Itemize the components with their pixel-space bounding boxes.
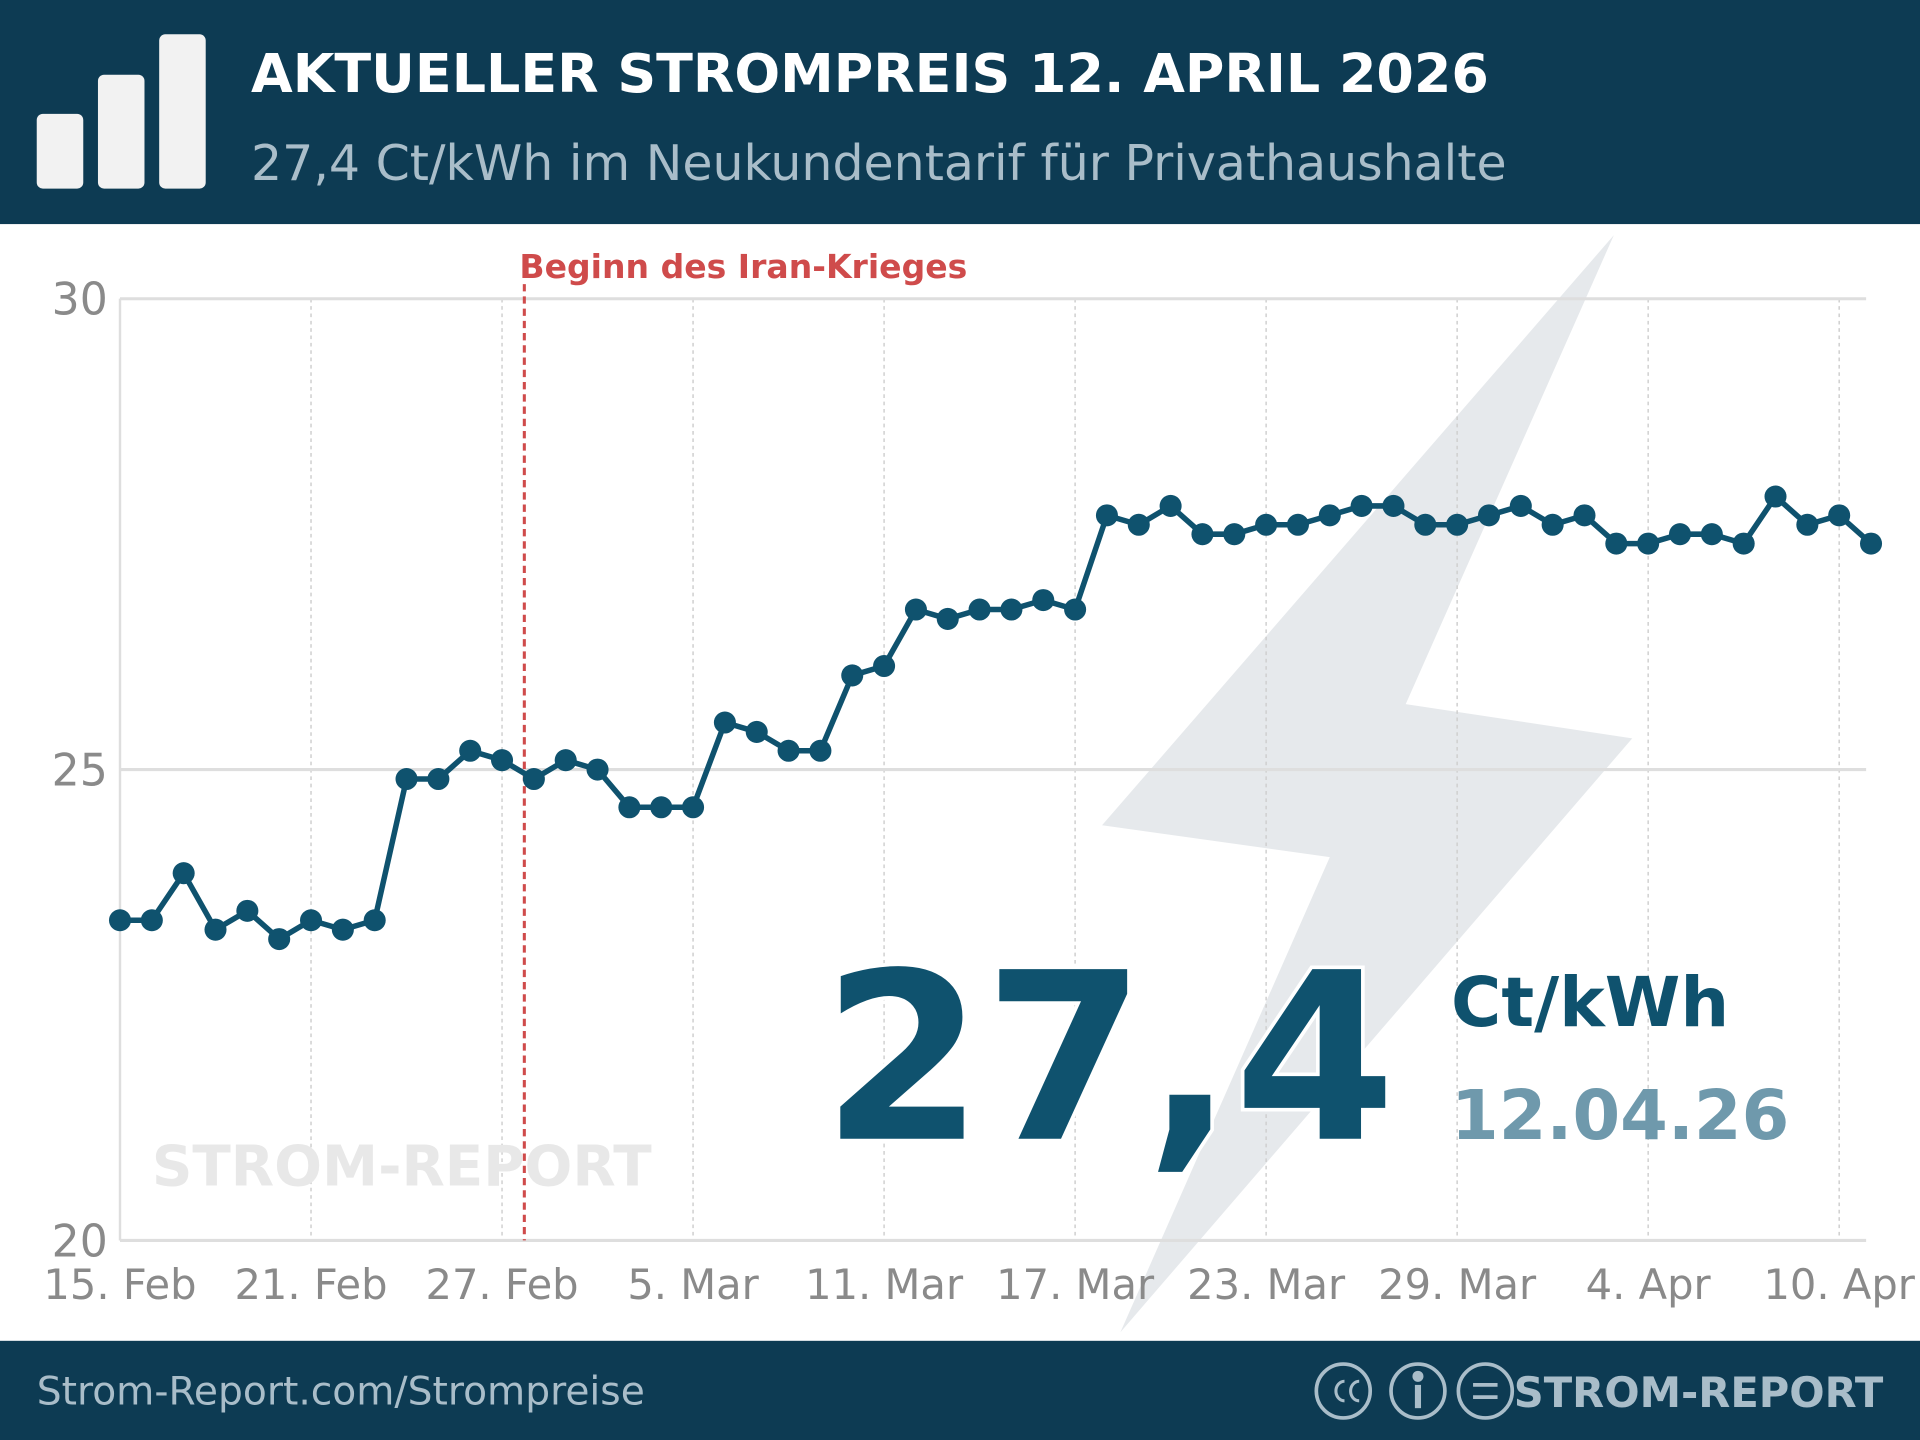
data-point: [1668, 523, 1692, 546]
data-point: [1000, 598, 1023, 621]
x-tick-label: 5. Mar: [627, 1260, 759, 1309]
data-point: [682, 796, 705, 819]
data-point: [1350, 494, 1373, 517]
data-point: [236, 899, 259, 922]
data-point: [268, 928, 291, 951]
series-line: [120, 493, 1873, 942]
data-point: [172, 862, 195, 885]
plot: 15. Feb 21. Feb 27. Feb 5. Mar 11. Mar 17. Ma…: [43, 247, 1915, 1309]
y-tick-label: 20: [52, 1216, 108, 1267]
highlight-value: 27,4: [822, 923, 1396, 1194]
y-tick-label: 30: [52, 275, 108, 326]
data-point: [363, 909, 386, 932]
data-point: [1796, 513, 1819, 536]
data-point: [1860, 532, 1883, 555]
data-point: [1286, 513, 1309, 536]
data-point: [1828, 504, 1851, 527]
data-point: [554, 749, 577, 772]
data-point: [1637, 532, 1660, 555]
data-point: [713, 711, 736, 734]
data-point: [968, 598, 991, 621]
data-point: [1446, 513, 1469, 536]
header-bar: [0, 0, 1920, 225]
lightning-bolt: [1102, 235, 1633, 1333]
x-tick-label: 21. Feb: [234, 1260, 387, 1309]
x-tick-label: 15. Feb: [43, 1260, 196, 1309]
data-point: [491, 749, 514, 772]
data-point: [331, 918, 354, 941]
data-point: [1032, 589, 1055, 612]
x-tick-label: 27. Feb: [425, 1260, 578, 1309]
annotation-label: Beginn des Iran-Krieges: [519, 247, 967, 286]
data-point: [1732, 532, 1755, 555]
data-point: [1509, 494, 1532, 517]
data-point: [873, 654, 896, 678]
data-point: [1573, 504, 1596, 527]
data-point: [108, 909, 132, 932]
data-point: [1605, 532, 1628, 555]
data-point: [1127, 513, 1150, 536]
data-point: [1318, 504, 1341, 527]
footer-url: Strom-Report.com/Strompreise: [37, 1369, 645, 1414]
data-point: [204, 918, 227, 941]
data-point: [1255, 513, 1278, 536]
data-point: [1414, 513, 1437, 536]
data-point: [522, 767, 545, 791]
data-point: [395, 767, 418, 791]
data-point: [745, 720, 768, 743]
data-point: [1064, 598, 1087, 621]
highlight-date: 12.04.26: [1451, 1076, 1789, 1156]
data-point: [904, 598, 927, 621]
data-point: [809, 739, 832, 762]
x-tick-label: 29. Mar: [1378, 1260, 1537, 1309]
subtitle: 27,4 Ct/kWh im Neukundentarif für Privat…: [251, 135, 1507, 192]
data-point: [777, 739, 800, 762]
data-point: [140, 909, 163, 932]
data-point: [1477, 504, 1500, 527]
x-tick-label: 17. Mar: [996, 1260, 1155, 1309]
data-point: [1159, 494, 1182, 517]
footer-bar: [0, 1340, 1920, 1440]
watermark: STROM-REPORT: [152, 1134, 652, 1199]
highlight-unit: Ct/kWh: [1451, 963, 1729, 1043]
x-tick-label: 10. Apr: [1763, 1260, 1915, 1309]
data-point: [459, 739, 482, 762]
x-tick-label: 4. Apr: [1586, 1260, 1712, 1309]
footer-brand: STROM-REPORT: [1514, 1368, 1884, 1417]
x-tick-label: 23. Mar: [1187, 1260, 1346, 1309]
data-point: [586, 758, 609, 781]
x-tick-label: 11. Mar: [805, 1260, 964, 1309]
data-point: [427, 767, 450, 791]
y-tick-label: 25: [52, 746, 108, 797]
title: AKTUELLER STROMPREIS 12. APRIL 2026: [251, 42, 1489, 105]
data-point: [1700, 523, 1723, 546]
data-point: [300, 909, 323, 932]
license-icons: [1314, 1362, 1515, 1420]
data-point: [1223, 523, 1246, 546]
data-point: [650, 796, 673, 819]
data-point: [618, 796, 641, 819]
data-point: [1191, 523, 1214, 546]
data-point: [936, 607, 959, 630]
data-point: [1541, 513, 1564, 536]
data-point: [1382, 494, 1405, 517]
data-point: [841, 664, 864, 687]
data-point: [1095, 504, 1118, 527]
logo-icon: [36, 34, 206, 189]
data-point: [1764, 485, 1787, 508]
